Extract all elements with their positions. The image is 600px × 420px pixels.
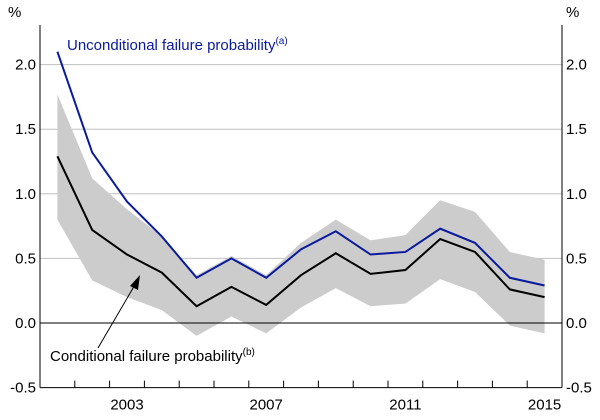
x-tick-label: 2003 bbox=[110, 397, 143, 414]
series-line-conditional bbox=[56, 155, 545, 308]
y-tick-label-right: 1.5 bbox=[566, 121, 587, 138]
legend-conditional-note: (b) bbox=[243, 347, 255, 358]
confidence-band bbox=[57, 94, 545, 336]
annotation-arrowhead bbox=[130, 275, 140, 290]
y-tick-label-left: 2.0 bbox=[15, 57, 36, 74]
y-tick-label-left: 1.0 bbox=[15, 186, 36, 203]
series-line-unconditional bbox=[56, 51, 545, 287]
y-tick-label-left: 0.0 bbox=[15, 315, 36, 332]
y-tick-label-left: 0.5 bbox=[15, 250, 36, 267]
legend-unconditional: Unconditional failure probability(a) bbox=[67, 36, 288, 54]
y-tick-label-left: -0.5 bbox=[10, 380, 36, 397]
x-tick-label: 2007 bbox=[250, 397, 283, 414]
annotation-arrow bbox=[97, 282, 137, 349]
legend-unconditional-note: (a) bbox=[275, 36, 287, 47]
legend-conditional-text: Conditional failure probability bbox=[50, 348, 243, 365]
y-tick-label-right: 0.0 bbox=[566, 315, 587, 332]
axes bbox=[39, 25, 563, 389]
tick-labels: -0.5 -0.5 0.0 0.0 0.5 0.5 1.0 1.0 1.5 1.5 2.0 2.0 20… bbox=[10, 57, 592, 414]
y-tick-label-right: -0.5 bbox=[566, 380, 592, 397]
y-tick-label-right: 1.0 bbox=[566, 186, 587, 203]
y-tick-label-left: 1.5 bbox=[15, 121, 36, 138]
right-unit-label: % bbox=[566, 4, 579, 21]
x-tick-label: 2015 bbox=[528, 397, 561, 414]
legend-conditional: Conditional failure probability(b) bbox=[50, 347, 255, 365]
left-unit-label: % bbox=[8, 4, 21, 21]
y-tick-label-right: 2.0 bbox=[566, 57, 587, 74]
legend-unconditional-text: Unconditional failure probability bbox=[67, 37, 276, 54]
y-tick-label-right: 0.5 bbox=[566, 250, 587, 267]
x-tick-label: 2011 bbox=[389, 397, 421, 414]
